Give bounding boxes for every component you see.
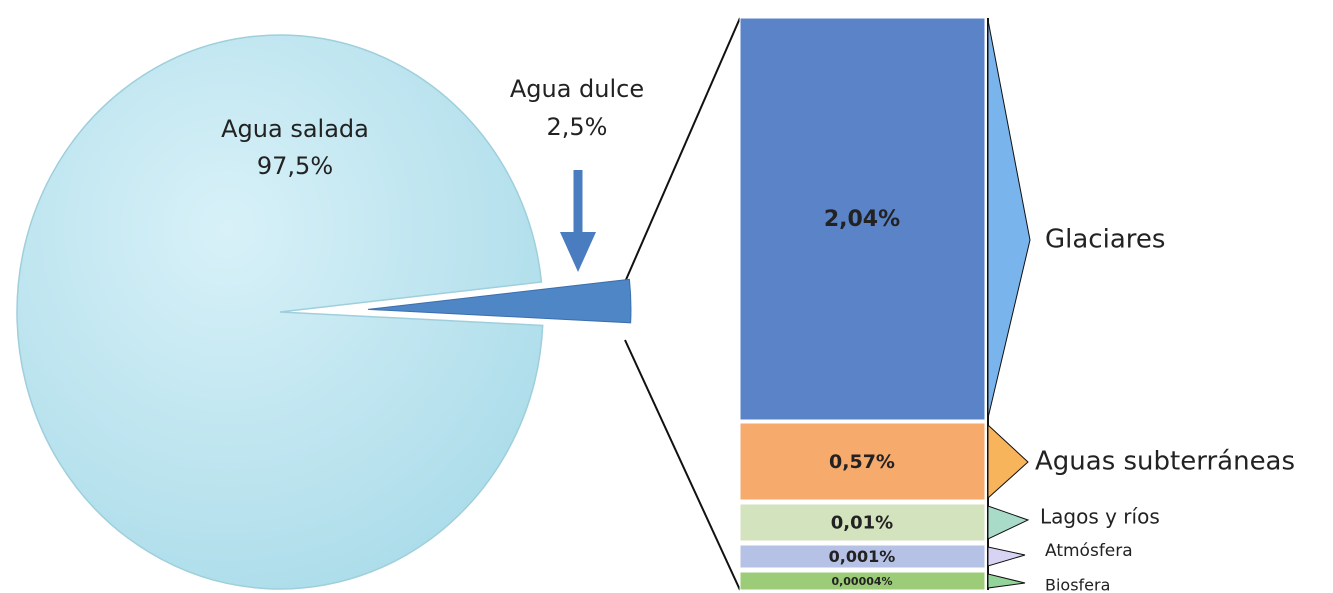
arrow-head xyxy=(560,232,596,272)
segment-value-label: 0,00004% xyxy=(831,575,892,588)
breakdown-segment xyxy=(739,17,986,421)
pie-value-label: 2,5% xyxy=(547,113,608,141)
segment-value-label: 0,001% xyxy=(829,547,896,566)
segment-value-label: 0,01% xyxy=(831,513,893,534)
segment-value-label: 2,04% xyxy=(824,207,900,232)
segment-label: Lagos y ríos xyxy=(1040,505,1160,529)
breakdown-segment xyxy=(739,422,986,501)
breakdown-segment xyxy=(739,503,986,542)
pie-label: Agua salada xyxy=(221,115,369,143)
pie-value-label: 97,5% xyxy=(257,152,333,180)
segment-label: Biosfera xyxy=(1045,576,1110,593)
breakdown-segment xyxy=(739,571,986,591)
pointer xyxy=(987,19,1031,419)
pie-slice xyxy=(16,34,544,590)
connector xyxy=(624,339,741,591)
pointer xyxy=(987,573,1026,589)
segment-label: Aguas subterráneas xyxy=(1035,447,1295,477)
segment-value-label: 0,57% xyxy=(829,451,895,473)
pointer xyxy=(987,423,1029,500)
segment-label: Glaciares xyxy=(1045,225,1165,255)
connector xyxy=(624,17,741,283)
pie-slice xyxy=(367,278,632,324)
pointer xyxy=(987,505,1030,540)
pie-label: Agua dulce xyxy=(510,75,644,103)
breakdown-segment xyxy=(739,544,986,569)
segment-label: Atmósfera xyxy=(1045,541,1133,561)
pointer xyxy=(987,546,1026,567)
